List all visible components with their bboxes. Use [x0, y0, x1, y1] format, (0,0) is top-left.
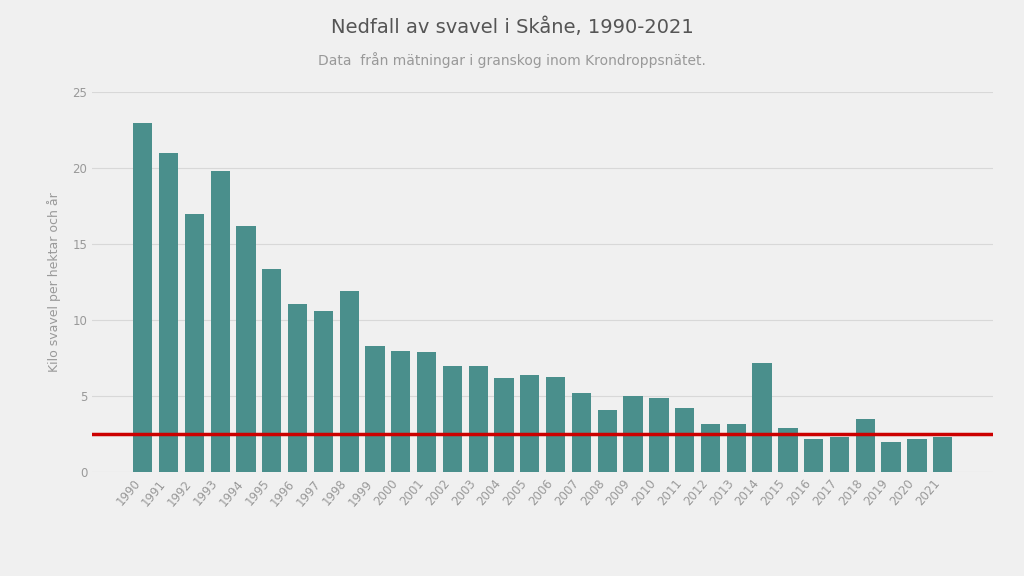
Bar — [598, 410, 616, 472]
Bar — [649, 398, 669, 472]
Bar — [753, 363, 772, 472]
Bar — [262, 268, 282, 472]
Bar — [495, 378, 514, 472]
Bar — [675, 408, 694, 472]
Bar — [700, 424, 720, 472]
Bar — [184, 214, 204, 472]
Bar — [288, 304, 307, 472]
Bar — [469, 366, 487, 472]
Bar — [882, 442, 901, 472]
Bar — [442, 366, 462, 472]
Bar — [340, 291, 358, 472]
Bar — [417, 352, 436, 472]
Bar — [933, 437, 952, 472]
Bar — [366, 346, 385, 472]
Text: Data  från mätningar i granskog inom Krondroppsnätet.: Data från mätningar i granskog inom Kron… — [318, 52, 706, 68]
Bar — [546, 377, 565, 472]
Bar — [804, 439, 823, 472]
Bar — [907, 439, 927, 472]
Bar — [159, 153, 178, 472]
Bar — [571, 393, 591, 472]
Bar — [211, 171, 229, 472]
Bar — [856, 419, 874, 472]
Bar — [624, 396, 643, 472]
Bar — [133, 123, 153, 472]
Bar — [520, 375, 540, 472]
Y-axis label: Kilo svavel per hektar och år: Kilo svavel per hektar och år — [47, 192, 61, 372]
Bar — [313, 311, 333, 472]
Bar — [237, 226, 256, 472]
Bar — [727, 424, 745, 472]
Bar — [778, 428, 798, 472]
Text: Nedfall av svavel i Skåne, 1990-2021: Nedfall av svavel i Skåne, 1990-2021 — [331, 17, 693, 37]
Bar — [391, 351, 411, 472]
Bar — [829, 437, 849, 472]
